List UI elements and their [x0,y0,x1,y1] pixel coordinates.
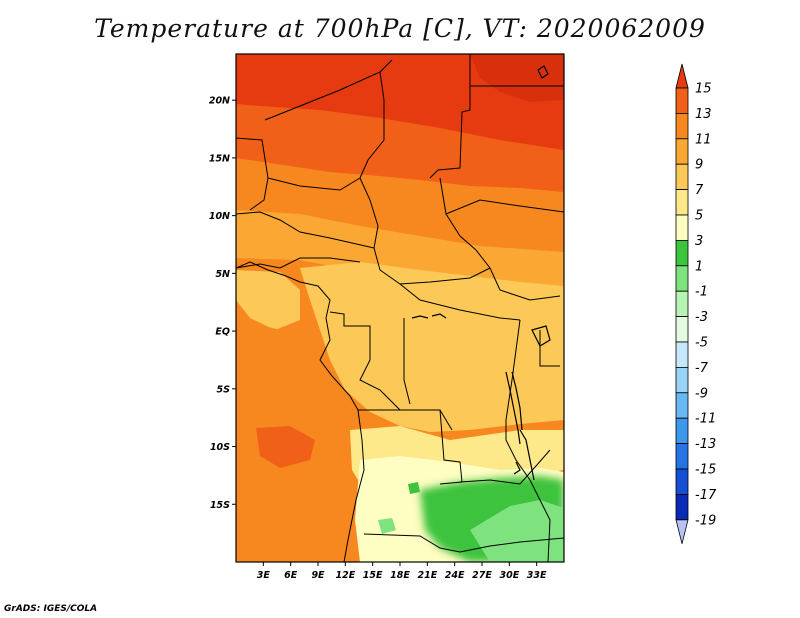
colorbar-swatch [675,163,689,190]
colorbar-label: -1 [695,285,708,300]
colorbar-top-arrow [675,63,689,89]
colorbar-label: -17 [695,488,717,503]
lon-tick-label: 33E [527,570,547,581]
lat-tick-label: 10N [209,211,230,222]
colorbar-label: 7 [695,183,704,198]
longitude-axis: 3E 6E 9E 12E 15E 18E 21E 24E 27E 30E 33E [257,562,547,581]
colorbar-label: 15 [695,82,712,97]
lon-tick-label: 9E [311,570,325,581]
lon-tick-label: 21E [417,570,437,581]
lon-tick-label: 30E [499,570,519,581]
colorbar-label: -7 [695,361,709,376]
lakes [411,65,551,481]
lon-tick-label: 3E [257,570,271,581]
lat-tick-label: 5N [215,269,230,280]
colorbar-label: 3 [695,234,703,249]
colorbar-label: -9 [695,386,708,401]
lat-tick-label: 5S [217,384,231,395]
colorbar-label: -3 [695,310,708,325]
colorbar-swatch [675,214,689,241]
colorbar-swatch [675,468,689,495]
plot-title: Temperature at 700hPa [C], VT: 202006200… [94,14,706,43]
latitude-axis: 20N 15N 10N 5N EQ 5S 10S 15S [209,96,236,511]
lat-tick-label: 20N [209,96,230,107]
colorbar-label: -19 [695,513,716,528]
colorbar-label: 9 [695,158,703,173]
colorbar-swatch [675,113,689,140]
colorbar-swatch [675,189,689,216]
lon-tick-label: 6E [284,570,298,581]
colorbar-label: -13 [695,437,716,452]
lat-tick-label: 15N [209,153,230,164]
lon-tick-label: 24E [445,570,465,581]
colorbar-label: -5 [695,336,708,351]
country-borders [236,54,564,562]
grads-credit: GrADS: IGES/COLA [4,604,98,614]
colorbar-swatch [675,138,689,165]
colorbar-label: -15 [695,463,716,478]
colorbar-swatch [675,493,689,521]
colorbar-swatch [675,239,689,267]
colorbar-swatch [675,316,689,343]
colorbar-label: 5 [695,209,703,224]
lat-tick-label: 15S [210,500,230,511]
colorbar-swatch [675,417,689,445]
colorbar: 15 13 11 9 7 5 3 1 -1 -3 -5 -7 -9 -11 -13 -15 -17 -19 [675,63,717,544]
colorbar-label: 11 [695,132,712,147]
colorbar-swatch [675,290,689,318]
colorbar-label: 1 [695,259,703,274]
colorbar-label: -11 [695,412,716,427]
lon-tick-label: 12E [335,570,355,581]
colorbar-swatch [675,87,689,114]
colorbar-swatch [675,443,689,470]
lat-tick-label: 10S [210,442,230,453]
lat-tick-label: EQ [215,327,230,338]
lon-tick-label: 18E [390,570,410,581]
colorbar-swatch [675,392,689,419]
colorbar-swatch [675,265,689,292]
colorbar-swatch [675,366,689,394]
colorbar-bottom-arrow [675,519,689,544]
temperature-field [236,54,564,562]
lon-tick-label: 15E [363,570,383,581]
colorbar-label: 13 [695,107,712,122]
colorbar-swatch [675,341,689,368]
lon-tick-label: 27E [472,570,492,581]
